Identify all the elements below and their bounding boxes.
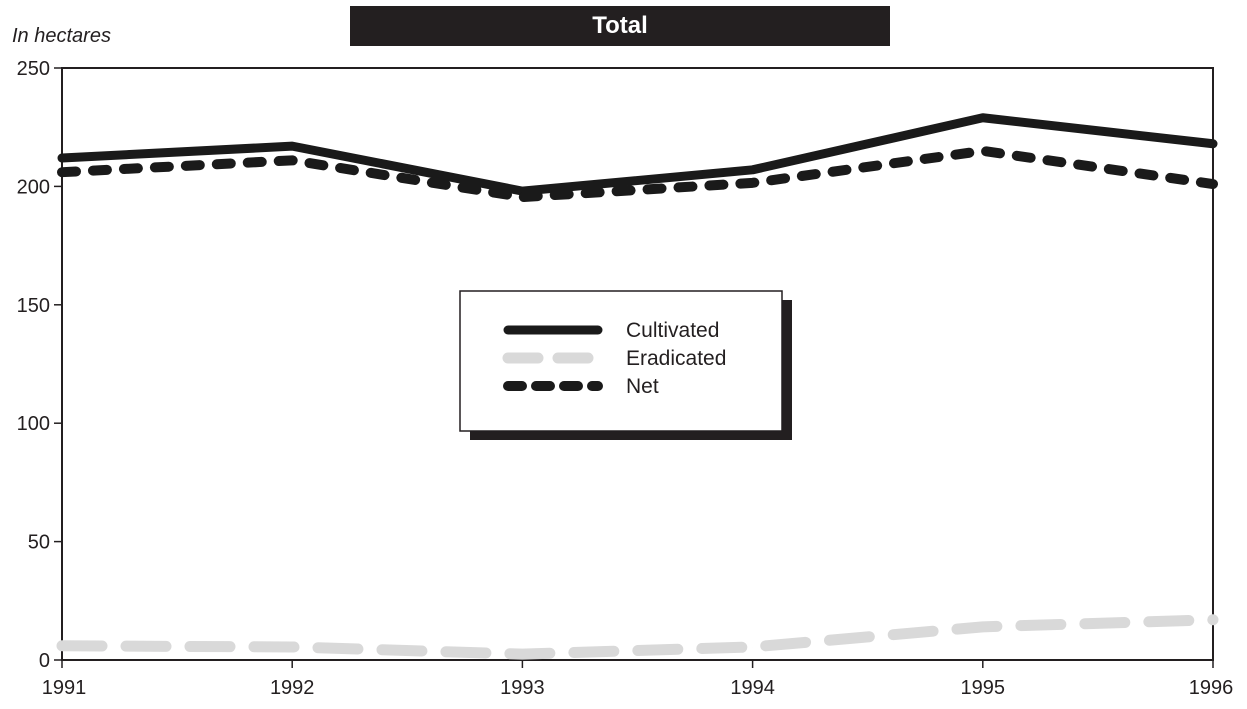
y-tick-label-50: 50 <box>28 532 50 554</box>
y-tick-label-0: 0 <box>39 650 50 672</box>
y-tick-label-250: 250 <box>17 58 50 80</box>
legend-label-net: Net <box>626 375 659 398</box>
legend: Cultivated Eradicated Net <box>460 291 792 440</box>
y-tick-label-150: 150 <box>17 295 50 317</box>
legend-label-cultivated: Cultivated <box>626 319 719 342</box>
x-tick-label-1993: 1993 <box>500 677 545 699</box>
x-tick-label-1992: 1992 <box>270 677 315 699</box>
x-tick-label-1996: 1996 <box>1189 677 1234 699</box>
chart-title: Total <box>592 12 648 39</box>
y-tick-label-100: 100 <box>17 413 50 435</box>
y-axis-label: In hectares <box>12 25 111 47</box>
y-tick-label-200: 200 <box>17 176 50 198</box>
series-line-eradicated <box>62 620 1213 654</box>
series-line-cultivated <box>62 118 1213 191</box>
series-line-net <box>62 151 1213 197</box>
x-tick-label-1994: 1994 <box>730 677 775 699</box>
x-tick-label-1995: 1995 <box>961 677 1006 699</box>
legend-label-eradicated: Eradicated <box>626 347 726 370</box>
x-tick-label-1991: 1991 <box>42 677 87 699</box>
